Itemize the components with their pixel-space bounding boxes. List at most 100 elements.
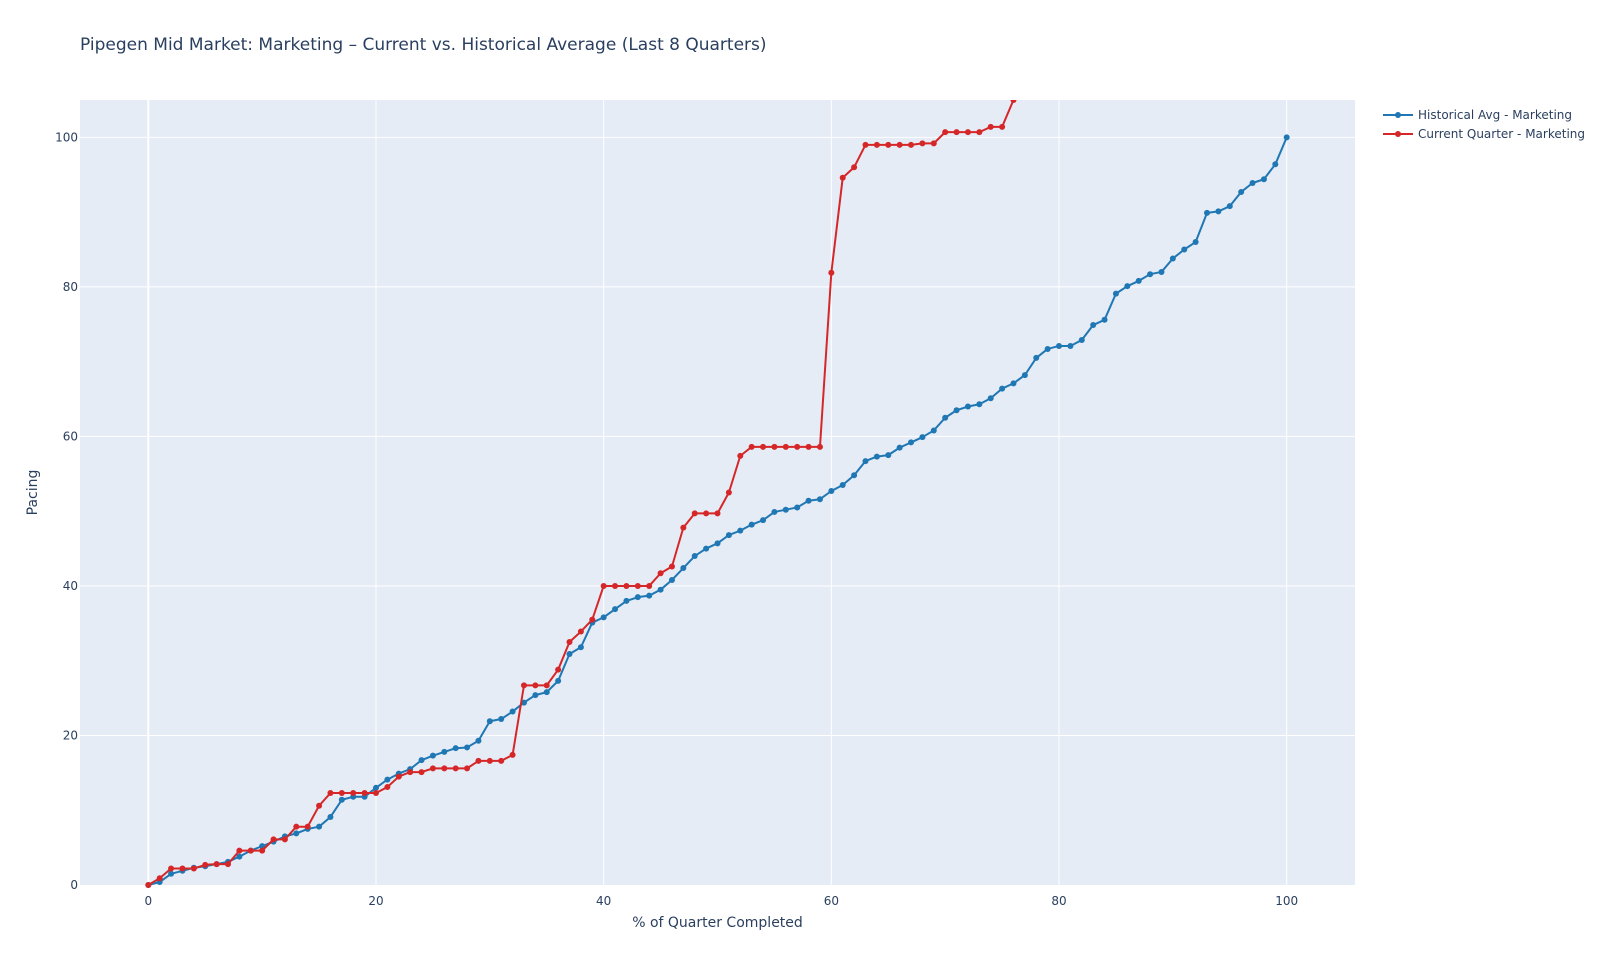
data-point[interactable] — [771, 508, 778, 515]
data-point[interactable] — [623, 582, 630, 589]
data-point[interactable] — [999, 385, 1006, 392]
data-point[interactable] — [896, 141, 903, 148]
data-point[interactable] — [976, 401, 983, 408]
data-point[interactable] — [885, 141, 892, 148]
data-point[interactable] — [680, 524, 687, 531]
data-point[interactable] — [714, 540, 721, 547]
data-point[interactable] — [577, 628, 584, 635]
data-point[interactable] — [919, 140, 926, 147]
data-point[interactable] — [1112, 290, 1119, 297]
data-point[interactable] — [316, 802, 323, 809]
data-point[interactable] — [145, 882, 152, 888]
data-point[interactable] — [281, 836, 288, 843]
data-point[interactable] — [1101, 316, 1108, 323]
data-point[interactable] — [1044, 345, 1051, 352]
data-point[interactable] — [384, 784, 391, 791]
data-point[interactable] — [839, 174, 846, 181]
data-point[interactable] — [566, 650, 573, 657]
data-point[interactable] — [520, 699, 527, 706]
data-point[interactable] — [623, 597, 630, 604]
data-point[interactable] — [1010, 97, 1017, 103]
data-point[interactable] — [1067, 342, 1074, 349]
data-point[interactable] — [691, 553, 698, 560]
data-point[interactable] — [839, 482, 846, 489]
data-point[interactable] — [486, 757, 493, 764]
data-point[interactable] — [372, 790, 379, 797]
data-point[interactable] — [964, 129, 971, 136]
data-point[interactable] — [862, 141, 869, 148]
data-point[interactable] — [236, 853, 243, 860]
data-point[interactable] — [942, 414, 949, 421]
data-point[interactable] — [805, 443, 812, 450]
data-point[interactable] — [429, 765, 436, 772]
data-point[interactable] — [464, 765, 471, 772]
data-point[interactable] — [691, 510, 698, 517]
data-point[interactable] — [964, 403, 971, 410]
data-point[interactable] — [725, 489, 732, 496]
data-point[interactable] — [760, 443, 767, 450]
data-point[interactable] — [782, 506, 789, 513]
data-point[interactable] — [236, 847, 243, 854]
data-point[interactable] — [873, 141, 880, 148]
data-point[interactable] — [1181, 246, 1188, 253]
data-point[interactable] — [543, 689, 550, 696]
data-point[interactable] — [1021, 372, 1028, 379]
data-point[interactable] — [168, 865, 175, 872]
data-point[interactable] — [555, 677, 562, 684]
data-point[interactable] — [828, 269, 835, 276]
data-point[interactable] — [862, 458, 869, 465]
data-point[interactable] — [657, 570, 664, 577]
data-point[interactable] — [418, 769, 425, 776]
data-point[interactable] — [1204, 209, 1211, 216]
data-point[interactable] — [498, 757, 505, 764]
data-point[interactable] — [1238, 188, 1245, 195]
data-point[interactable] — [703, 545, 710, 552]
data-point[interactable] — [816, 496, 823, 503]
data-point[interactable] — [737, 527, 744, 534]
data-point[interactable] — [1056, 342, 1063, 349]
data-point[interactable] — [600, 582, 607, 589]
data-point[interactable] — [805, 497, 812, 504]
data-point[interactable] — [600, 614, 607, 621]
data-point[interactable] — [737, 452, 744, 459]
data-point[interactable] — [270, 836, 277, 843]
data-point[interactable] — [828, 488, 835, 495]
data-point[interactable] — [577, 644, 584, 651]
legend-item[interactable]: Current Quarter - Marketing — [1383, 127, 1585, 141]
data-point[interactable] — [634, 594, 641, 601]
data-point[interactable] — [714, 510, 721, 517]
legend-item[interactable]: Historical Avg - Marketing — [1383, 108, 1572, 122]
data-point[interactable] — [327, 813, 334, 820]
data-point[interactable] — [794, 443, 801, 450]
data-point[interactable] — [1192, 239, 1199, 246]
data-point[interactable] — [953, 129, 960, 136]
data-point[interactable] — [498, 716, 505, 723]
data-point[interactable] — [919, 434, 926, 441]
data-point[interactable] — [748, 521, 755, 528]
data-point[interactable] — [1078, 336, 1085, 343]
data-point[interactable] — [851, 472, 858, 479]
data-point[interactable] — [384, 776, 391, 783]
data-point[interactable] — [486, 718, 493, 725]
data-point[interactable] — [976, 129, 983, 136]
data-point[interactable] — [771, 443, 778, 450]
data-point[interactable] — [156, 875, 163, 882]
data-point[interactable] — [566, 639, 573, 646]
data-point[interactable] — [589, 616, 596, 623]
data-point[interactable] — [1249, 179, 1256, 186]
data-point[interactable] — [293, 823, 300, 830]
legend[interactable]: Historical Avg - Marketing Current Quarte… — [1383, 108, 1585, 141]
data-point[interactable] — [520, 682, 527, 689]
data-point[interactable] — [942, 129, 949, 136]
data-point[interactable] — [441, 748, 448, 755]
data-point[interactable] — [1135, 277, 1142, 284]
data-point[interactable] — [247, 847, 254, 854]
data-point[interactable] — [851, 164, 858, 171]
data-point[interactable] — [634, 582, 641, 589]
data-point[interactable] — [475, 757, 482, 764]
data-point[interactable] — [680, 565, 687, 572]
data-point[interactable] — [555, 666, 562, 673]
data-point[interactable] — [338, 796, 345, 803]
data-point[interactable] — [987, 395, 994, 402]
data-point[interactable] — [350, 790, 357, 797]
